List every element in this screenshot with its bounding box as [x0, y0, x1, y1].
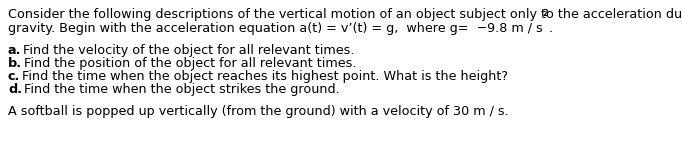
Text: a.: a.: [8, 44, 21, 57]
Text: A softball is popped up vertically (from the ground) with a velocity of 30 m / s: A softball is popped up vertically (from…: [8, 105, 509, 118]
Text: c.: c.: [8, 70, 20, 83]
Text: Find the time when the object reaches its highest point. What is the height?: Find the time when the object reaches it…: [23, 70, 508, 83]
Text: .: .: [548, 22, 552, 35]
Text: Find the time when the object strikes the ground.: Find the time when the object strikes th…: [24, 83, 340, 96]
Text: Consider the following descriptions of the vertical motion of an object subject : Consider the following descriptions of t…: [8, 8, 682, 21]
Text: Find the velocity of the object for all relevant times.: Find the velocity of the object for all …: [23, 44, 355, 57]
Text: d.: d.: [8, 83, 22, 96]
Text: Find the position of the object for all relevant times.: Find the position of the object for all …: [24, 57, 357, 70]
Text: b.: b.: [8, 57, 22, 70]
Text: gravity. Begin with the acceleration equation a(t) = v’(t) = g,  where g=  −9.8 : gravity. Begin with the acceleration equ…: [8, 22, 543, 35]
Text: 2: 2: [543, 9, 548, 18]
Text: 2: 2: [543, 9, 548, 18]
